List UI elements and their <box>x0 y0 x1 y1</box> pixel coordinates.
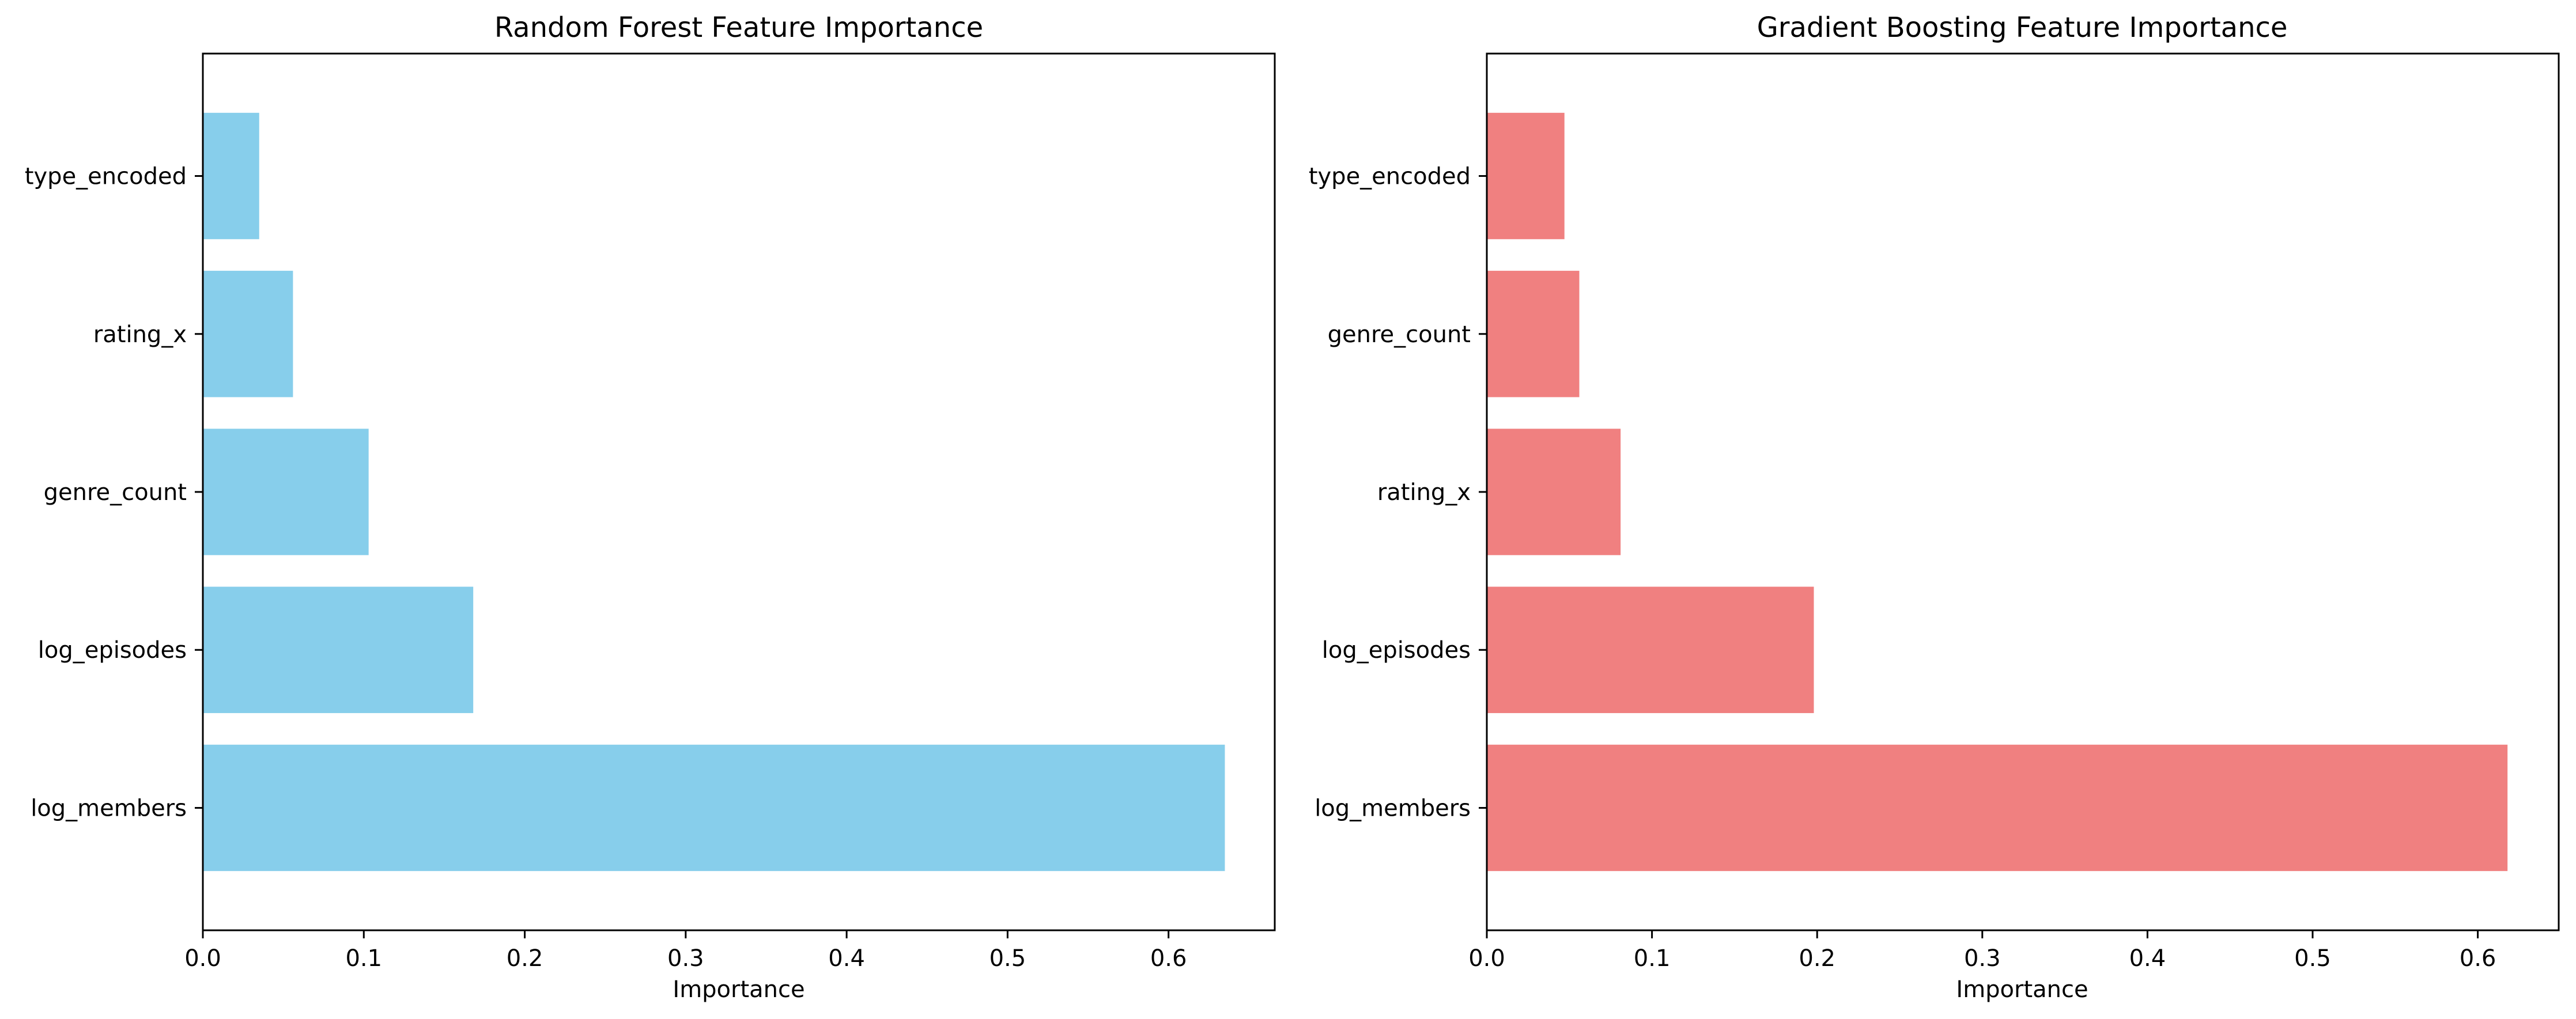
x-tick-label: 0.6 <box>2460 945 2496 972</box>
bar-type_encoded <box>1487 112 1565 240</box>
x-tick-label: 0.1 <box>345 945 382 972</box>
y-tick-label-log_members: log_members <box>1315 795 1471 821</box>
chart-title: Random Forest Feature Importance <box>494 12 983 44</box>
bar-genre_count <box>203 429 369 555</box>
x-axis-label: Importance <box>673 976 804 1003</box>
x-tick-label: 0.5 <box>2294 945 2331 972</box>
x-ticks: 0.0 0.1 0.2 0.3 0.4 0.5 0.6 <box>1468 930 2496 972</box>
y-tick-label-log_episodes: log_episodes <box>38 637 187 664</box>
bar-log_members <box>1487 744 2508 872</box>
y-tick-label-rating_x: rating_x <box>93 321 187 348</box>
x-tick-label: 0.4 <box>828 945 865 972</box>
x-tick-label: 0.0 <box>1468 945 1505 972</box>
chart-title: Gradient Boosting Feature Importance <box>1757 12 2288 44</box>
bar-rating_x <box>1487 429 1621 555</box>
plot-frame <box>202 52 1276 931</box>
bar-log_episodes <box>203 586 474 713</box>
random-forest-panel: Random Forest Feature Importance Importa… <box>25 12 1276 1003</box>
y-tick-labels: log_members log_episodes rating_x genre_cou… <box>1309 164 1487 821</box>
x-tick-label: 0.0 <box>184 945 221 972</box>
y-tick-label-type_encoded: type_encoded <box>25 164 187 190</box>
x-tick-label: 0.6 <box>1150 945 1187 972</box>
plot-frame <box>1486 52 2560 931</box>
x-tick-label: 0.5 <box>989 945 1026 972</box>
x-tick-label: 0.2 <box>507 945 543 972</box>
gradient-boosting-panel: Gradient Boosting Feature Importance Imp… <box>1309 12 2560 1003</box>
x-tick-label: 0.1 <box>1634 945 1671 972</box>
bar-rating_x <box>203 271 293 397</box>
y-tick-label-genre_count: genre_count <box>1328 321 1471 348</box>
y-tick-labels: log_members log_episodes genre_count rating… <box>25 164 203 821</box>
bar-group <box>1487 112 2508 872</box>
bar-genre_count <box>1487 271 1580 397</box>
y-tick-label-log_episodes: log_episodes <box>1322 637 1471 664</box>
bar-group <box>203 112 1225 872</box>
x-axis-label: Importance <box>1956 976 2088 1003</box>
x-tick-label: 0.4 <box>2129 945 2166 972</box>
x-tick-label: 0.3 <box>667 945 704 972</box>
y-tick-label-rating_x: rating_x <box>1377 479 1471 506</box>
y-tick-label-log_members: log_members <box>31 795 187 821</box>
bar-type_encoded <box>203 112 259 240</box>
x-ticks: 0.0 0.1 0.2 0.3 0.4 0.5 0.6 <box>184 930 1187 972</box>
bar-log_members <box>203 744 1225 872</box>
y-tick-label-genre_count: genre_count <box>44 479 187 506</box>
y-tick-label-type_encoded: type_encoded <box>1309 164 1471 190</box>
x-tick-label: 0.3 <box>1964 945 2001 972</box>
bar-log_episodes <box>1487 586 1814 713</box>
x-tick-label: 0.2 <box>1799 945 1835 972</box>
